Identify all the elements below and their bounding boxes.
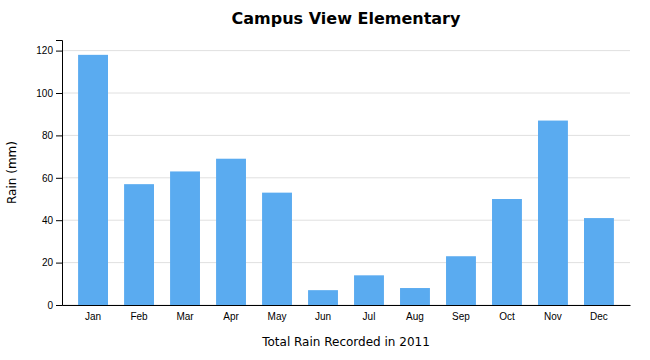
x-tick: Sep (452, 311, 470, 322)
axis-line (63, 305, 631, 306)
x-tick: May (268, 311, 287, 322)
y-tick-mark (56, 51, 62, 52)
y-tick-label: 100 (36, 88, 53, 99)
grid (62, 51, 630, 305)
x-tick-label: Oct (499, 311, 515, 322)
y-tick-mark (56, 263, 62, 264)
grid-line (62, 50, 630, 51)
y-tick-mark (56, 305, 62, 306)
bar (124, 184, 154, 305)
y-tick: 40 (42, 215, 62, 226)
title: Campus View Elementary (232, 9, 461, 28)
y-tick: 80 (42, 130, 62, 141)
bar (446, 256, 476, 305)
x-tick: Jul (363, 311, 376, 322)
y-tick: 120 (36, 45, 62, 56)
y-tick-label: 120 (36, 45, 53, 56)
x-tick-label: May (268, 311, 287, 322)
bar (308, 290, 338, 305)
bar (400, 288, 430, 305)
y-axis-title: Rain (mm) (5, 141, 19, 204)
x-tick-label: Dec (590, 311, 608, 322)
bar (216, 159, 246, 305)
bar (538, 121, 568, 305)
bar (170, 171, 200, 305)
x-tick-label: Mar (176, 311, 194, 322)
x-tick-label: Feb (130, 311, 148, 322)
bar (354, 275, 384, 305)
y-axis: 0 20 40 60 80 100 120 (36, 41, 62, 311)
x-tick: Feb (130, 311, 148, 322)
y-tick: 20 (42, 257, 62, 268)
y-tick-mark (56, 93, 62, 94)
x-tick: Nov (544, 311, 562, 322)
x-tick-label: Aug (406, 311, 424, 322)
x-tick: Jun (315, 311, 331, 322)
x-tick: Oct (499, 311, 515, 322)
x-tick-label: Nov (544, 311, 562, 322)
y-tick: 60 (42, 173, 62, 184)
y-tick-label: 20 (42, 257, 54, 268)
bar (492, 199, 522, 305)
bar (78, 55, 108, 305)
y-tick-mark (56, 178, 62, 179)
x-tick-label: Jun (315, 311, 331, 322)
x-tick: Dec (590, 311, 608, 322)
y-tick-label: 0 (47, 300, 53, 311)
x-tick-label: Jul (363, 311, 376, 322)
x-tick-label: Sep (452, 311, 470, 322)
y-tick: 0 (47, 300, 62, 311)
grid-line (62, 93, 630, 94)
y-tick: 100 (36, 88, 62, 99)
bar (262, 193, 292, 305)
x-tick: Apr (223, 311, 239, 322)
bar (584, 218, 614, 305)
x-tick: Jan (85, 311, 101, 322)
x-tick-label: Apr (223, 311, 239, 322)
y-tick-label: 40 (42, 215, 54, 226)
x-tick: Mar (176, 311, 194, 322)
y-tick-mark (56, 220, 62, 221)
bars (78, 55, 614, 305)
chart: Jan Feb Mar Apr May Jun Jul Aug Sep Oct Nov Dec 0 20 4… (0, 0, 650, 360)
plot: Jan Feb Mar Apr May Jun Jul Aug Sep Oct Nov Dec 0 20 4… (36, 41, 630, 323)
y-tick-mark (56, 135, 62, 136)
y-tick-label: 80 (42, 130, 54, 141)
x-axis-title: Total Rain Recorded in 2011 (261, 335, 430, 349)
x-tick-label: Jan (85, 311, 101, 322)
y-tick-label: 60 (42, 173, 54, 184)
axis-line (56, 41, 63, 306)
x-tick: Aug (406, 311, 424, 322)
x-axis: Jan Feb Mar Apr May Jun Jul Aug Sep Oct Nov Dec (63, 306, 631, 323)
